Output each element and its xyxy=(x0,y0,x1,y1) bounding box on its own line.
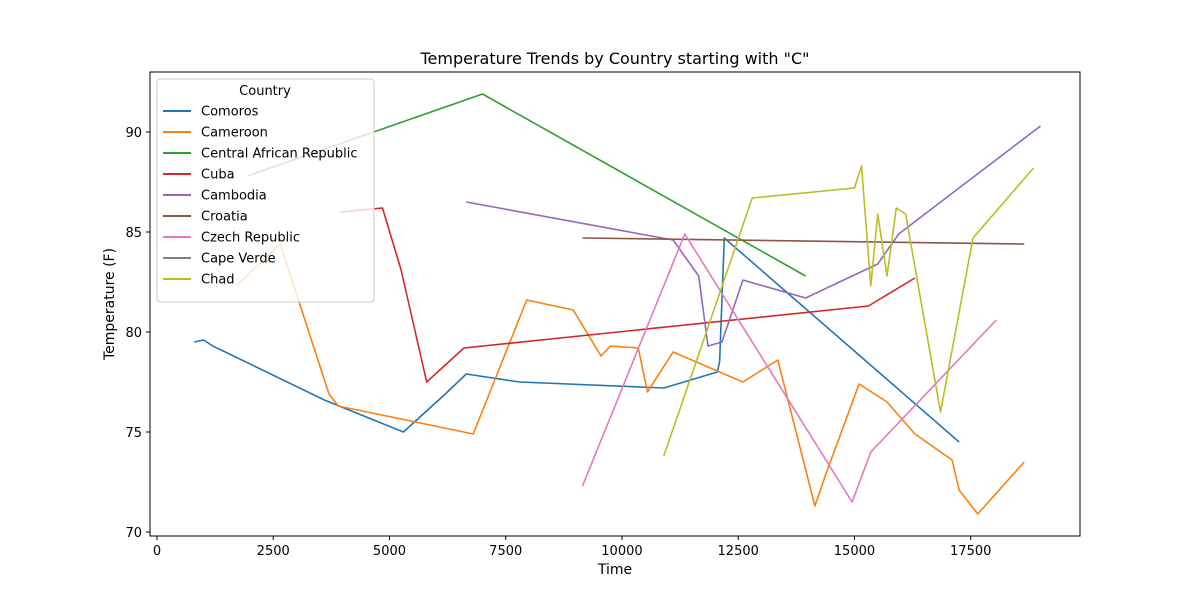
series-line-croatia xyxy=(582,237,1025,245)
x-tick-label: 12500 xyxy=(718,544,759,559)
legend-label-cape-verde: Cape Verde xyxy=(201,252,276,267)
legend-label-cameroon: Cameroon xyxy=(201,126,268,141)
y-tick-label: 80 xyxy=(125,326,142,341)
y-axis-title: Temperature (F) xyxy=(102,248,118,361)
x-tick-label: 17500 xyxy=(950,544,991,559)
legend-title: Country xyxy=(239,84,291,99)
x-axis: 0 2500 5000 7500 10000 12500 15000 17500 xyxy=(153,536,991,559)
series-line-comoros xyxy=(194,237,960,443)
y-tick-label: 70 xyxy=(125,526,142,541)
x-tick-label: 5000 xyxy=(373,544,406,559)
legend-label-comoros: Comoros xyxy=(201,105,259,120)
legend-label-croatia: Croatia xyxy=(201,210,248,225)
series-line-cameroon xyxy=(235,243,1025,515)
chart-title: Temperature Trends by Country starting w… xyxy=(419,49,809,68)
y-tick-label: 90 xyxy=(125,126,142,141)
legend-label-czech-republic: Czech Republic xyxy=(201,231,300,246)
legend: Country Comoros Cameroon Central African Re… xyxy=(156,78,375,303)
legend-label-cuba: Cuba xyxy=(201,168,235,183)
x-tick-label: 7500 xyxy=(489,544,522,559)
x-tick-label: 15000 xyxy=(834,544,875,559)
legend-label-central-african-republic: Central African Republic xyxy=(201,147,357,162)
y-tick-label: 85 xyxy=(125,226,142,241)
plot-frame xyxy=(149,71,1081,537)
x-axis-title: Time xyxy=(597,562,632,578)
y-tick-label: 75 xyxy=(125,426,142,441)
series-line-cambodia xyxy=(466,125,1041,347)
x-tick-label: 0 xyxy=(153,544,161,559)
x-tick-label: 10000 xyxy=(601,544,642,559)
series-line-cuba xyxy=(340,207,916,383)
x-tick-label: 2500 xyxy=(257,544,290,559)
y-axis: 70 75 80 85 90 xyxy=(125,126,150,541)
series-line-czech-republic xyxy=(581,233,997,503)
legend-label-chad: Chad xyxy=(201,273,235,288)
legend-box xyxy=(156,78,375,303)
series-line-chad xyxy=(663,165,1035,457)
legend-label-cambodia: Cambodia xyxy=(201,189,267,204)
